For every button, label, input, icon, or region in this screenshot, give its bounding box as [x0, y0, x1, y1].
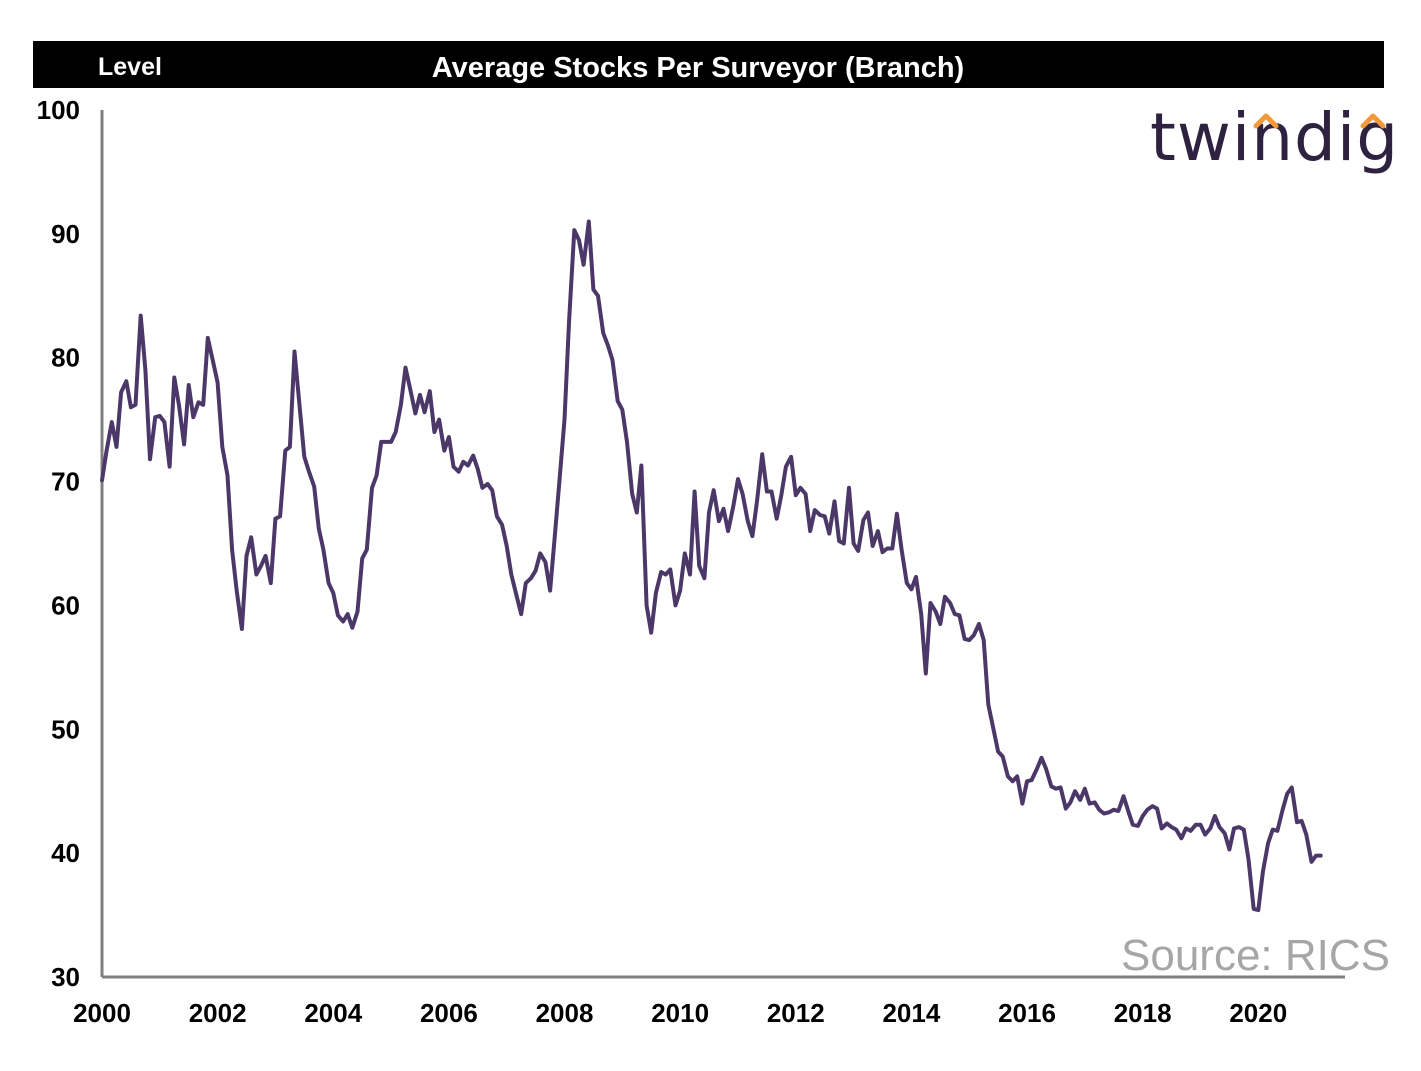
logo-text: twindig — [1150, 99, 1399, 176]
x-tick-label: 2000 — [73, 998, 131, 1028]
y-tick-label: 60 — [51, 590, 80, 620]
x-tick-label: 2008 — [536, 998, 594, 1028]
x-tick-label: 2016 — [998, 998, 1056, 1028]
x-tick-label: 2014 — [882, 998, 940, 1028]
header-bar — [33, 41, 1384, 88]
source-note: Source: RICS — [1121, 931, 1390, 980]
x-tick-label: 2004 — [304, 998, 362, 1028]
x-tick-label: 2006 — [420, 998, 478, 1028]
level-label: Level — [98, 53, 162, 81]
x-tick-label: 2018 — [1114, 998, 1172, 1028]
tick-labels: 30 40 50 60 70 80 90 100 2000 2002 2004 2006 2008 201… — [37, 95, 1288, 1028]
y-tick-label: 30 — [51, 962, 80, 992]
y-tick-label: 40 — [51, 838, 80, 868]
y-tick-label: 80 — [51, 343, 80, 373]
x-tick-label: 2020 — [1229, 998, 1287, 1028]
logo-roof-icon — [1253, 113, 1279, 129]
series-layer — [100, 219, 1323, 913]
x-tick-label: 2010 — [651, 998, 709, 1028]
y-tick-label: 100 — [37, 95, 80, 125]
x-tick-label: 2012 — [767, 998, 825, 1028]
series-line — [100, 219, 1323, 913]
logo-roof-icon-2 — [1360, 113, 1386, 129]
chart-title: Average Stocks Per Surveyor (Branch) — [432, 52, 964, 84]
y-tick-label: 90 — [51, 219, 80, 249]
y-tick-label: 70 — [51, 467, 80, 497]
y-tick-label: 50 — [51, 714, 80, 744]
twindig-logo: twindig — [1150, 99, 1399, 176]
x-tick-label: 2002 — [189, 998, 247, 1028]
